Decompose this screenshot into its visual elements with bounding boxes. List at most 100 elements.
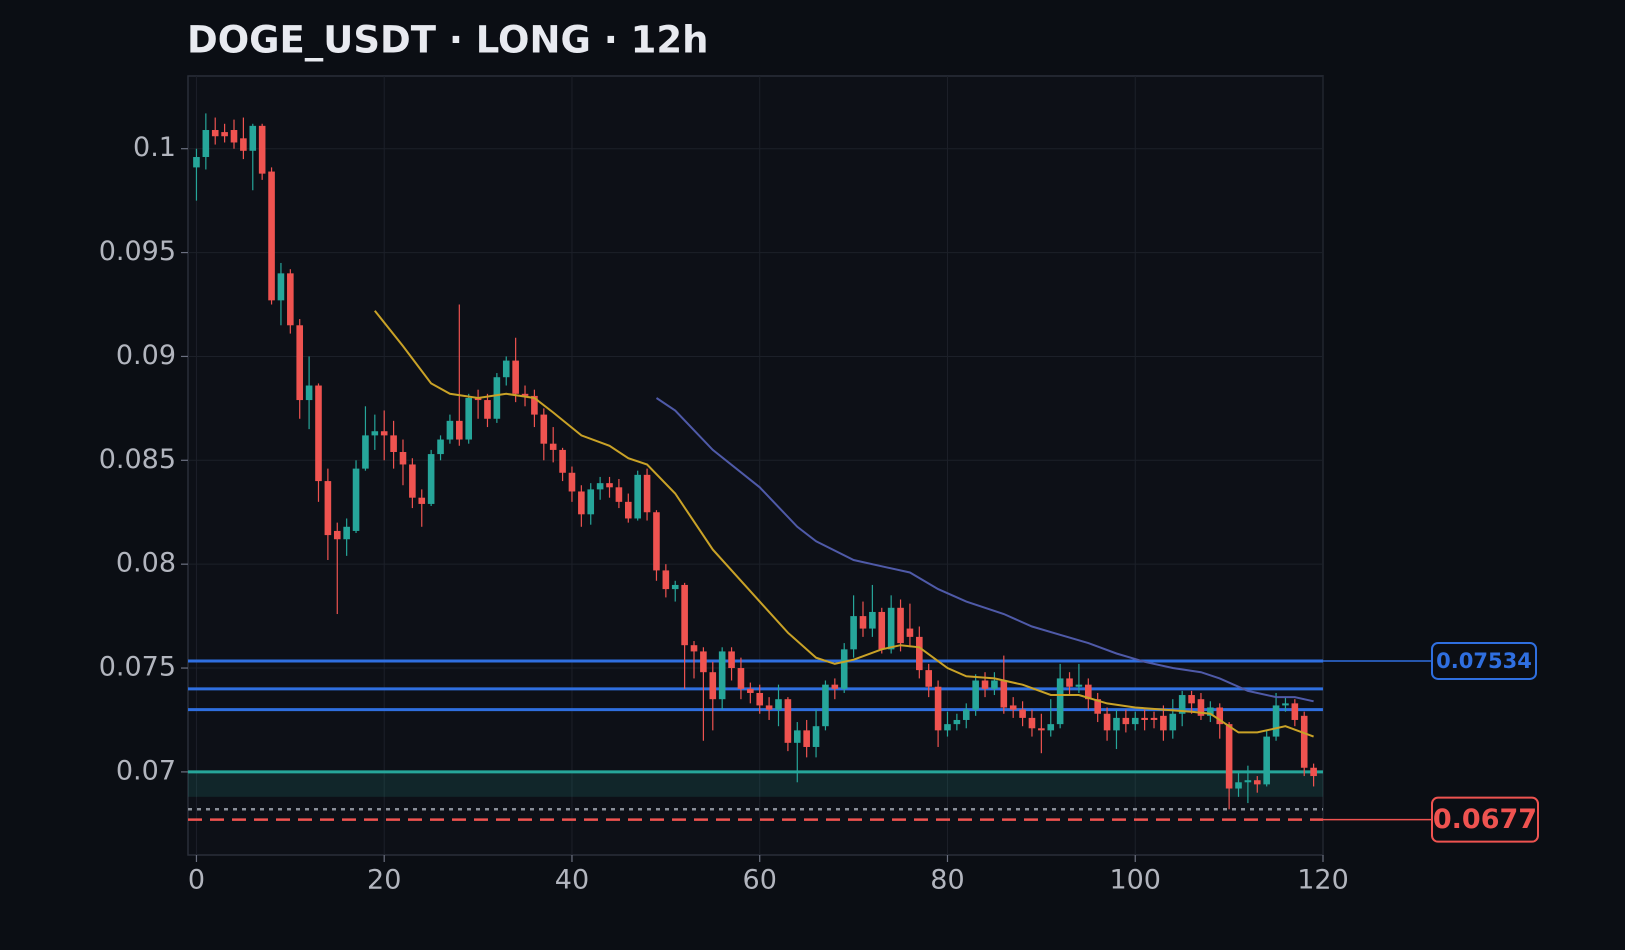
candle-body — [1282, 703, 1289, 706]
candle-body — [502, 360, 510, 378]
moving-average — [655, 397, 1314, 703]
candle-body — [559, 449, 566, 473]
y-tick-label: 0.095 — [99, 236, 176, 267]
x-tick-label: 120 — [1297, 865, 1349, 896]
candle-body — [287, 273, 294, 326]
candle-body — [869, 611, 876, 629]
candle-body — [878, 611, 886, 650]
candle-body — [484, 400, 491, 419]
candle-body — [1253, 780, 1261, 785]
y-tick-label: 0.075 — [99, 652, 176, 683]
candle-body — [681, 584, 688, 646]
candle-body — [1207, 707, 1214, 716]
candle-body — [1188, 695, 1195, 704]
candle-body — [549, 443, 557, 450]
candle-body — [784, 699, 792, 743]
moving-average — [374, 310, 1314, 738]
candle-body — [991, 680, 998, 689]
candle-body — [747, 688, 754, 693]
candle-body — [456, 420, 463, 440]
candle-body — [718, 651, 726, 700]
candle-body — [371, 431, 379, 436]
candle-body — [1141, 717, 1148, 720]
candle-body — [390, 435, 397, 452]
candle-body — [211, 130, 219, 137]
candle-body — [1310, 767, 1317, 777]
candle-body — [1216, 707, 1224, 725]
candle-body — [850, 616, 857, 650]
candle-body — [1047, 724, 1055, 731]
candle-body — [1160, 715, 1167, 731]
candle-body — [446, 420, 454, 440]
candle-body — [812, 726, 820, 747]
candle-body — [737, 668, 745, 689]
candle-body — [831, 684, 839, 689]
candle-body — [1085, 684, 1092, 700]
candle-body — [803, 730, 810, 747]
candle-body — [1263, 736, 1270, 785]
candle-body — [1169, 713, 1177, 731]
candle-body — [437, 439, 444, 455]
candle-body — [277, 273, 285, 301]
x-tick-label: 80 — [930, 865, 964, 896]
candle-body — [1038, 728, 1045, 731]
x-tick-label: 60 — [743, 865, 777, 896]
zone — [188, 771, 1323, 797]
candle-body — [230, 130, 238, 143]
candle-body — [258, 125, 266, 174]
candle-body — [709, 672, 717, 700]
candle-body — [1150, 717, 1158, 720]
candle-body — [1000, 680, 1008, 708]
candle-body — [249, 125, 257, 151]
candle-body — [887, 607, 895, 650]
candle-body — [897, 607, 904, 644]
candle-body — [1103, 713, 1111, 731]
candle-body — [624, 501, 632, 519]
candle-body — [1028, 717, 1036, 729]
level-tag — [1431, 796, 1539, 843]
chart-title: DOGE_USDT · LONG · 12h — [187, 19, 708, 62]
candle-body — [728, 651, 735, 669]
x-tick-label: 100 — [1109, 865, 1161, 896]
candle-body — [324, 481, 332, 536]
candle-body — [240, 138, 247, 151]
candle-body — [1225, 724, 1233, 789]
candle-body — [700, 651, 707, 673]
candle-body — [1075, 684, 1083, 687]
candle-body — [634, 474, 641, 519]
candle-body — [193, 157, 200, 168]
y-tick-label: 0.1 — [133, 132, 176, 163]
candle-body — [690, 645, 698, 652]
candle-body — [380, 431, 388, 436]
candle-body — [643, 474, 651, 513]
candle-body — [1009, 705, 1017, 710]
candle-body — [953, 719, 961, 725]
x-tick-label: 20 — [367, 865, 401, 896]
candle-body — [1244, 780, 1252, 783]
candle-body — [1094, 699, 1101, 714]
y-tick-label: 0.09 — [116, 340, 176, 371]
candle-body — [465, 397, 472, 440]
candle-body — [1066, 678, 1073, 687]
candle-body — [1178, 695, 1186, 714]
candle-body — [493, 377, 501, 419]
candle-body — [512, 360, 519, 394]
candle-body — [409, 464, 416, 498]
candle-body — [793, 730, 801, 743]
candle-body — [840, 649, 848, 689]
candle-body — [568, 472, 576, 492]
candle-body — [1122, 717, 1130, 725]
candle-body — [521, 393, 529, 396]
candle-body — [756, 692, 764, 706]
candle-body — [305, 385, 313, 401]
candle-body — [352, 468, 360, 531]
candle-body — [1131, 717, 1139, 725]
level-tag — [1431, 641, 1537, 680]
candle-body — [362, 435, 369, 469]
level-tag-label: 0.0677 — [1433, 804, 1537, 835]
candle-body — [296, 325, 304, 401]
candle-body — [916, 636, 923, 671]
candle-body — [268, 171, 275, 301]
